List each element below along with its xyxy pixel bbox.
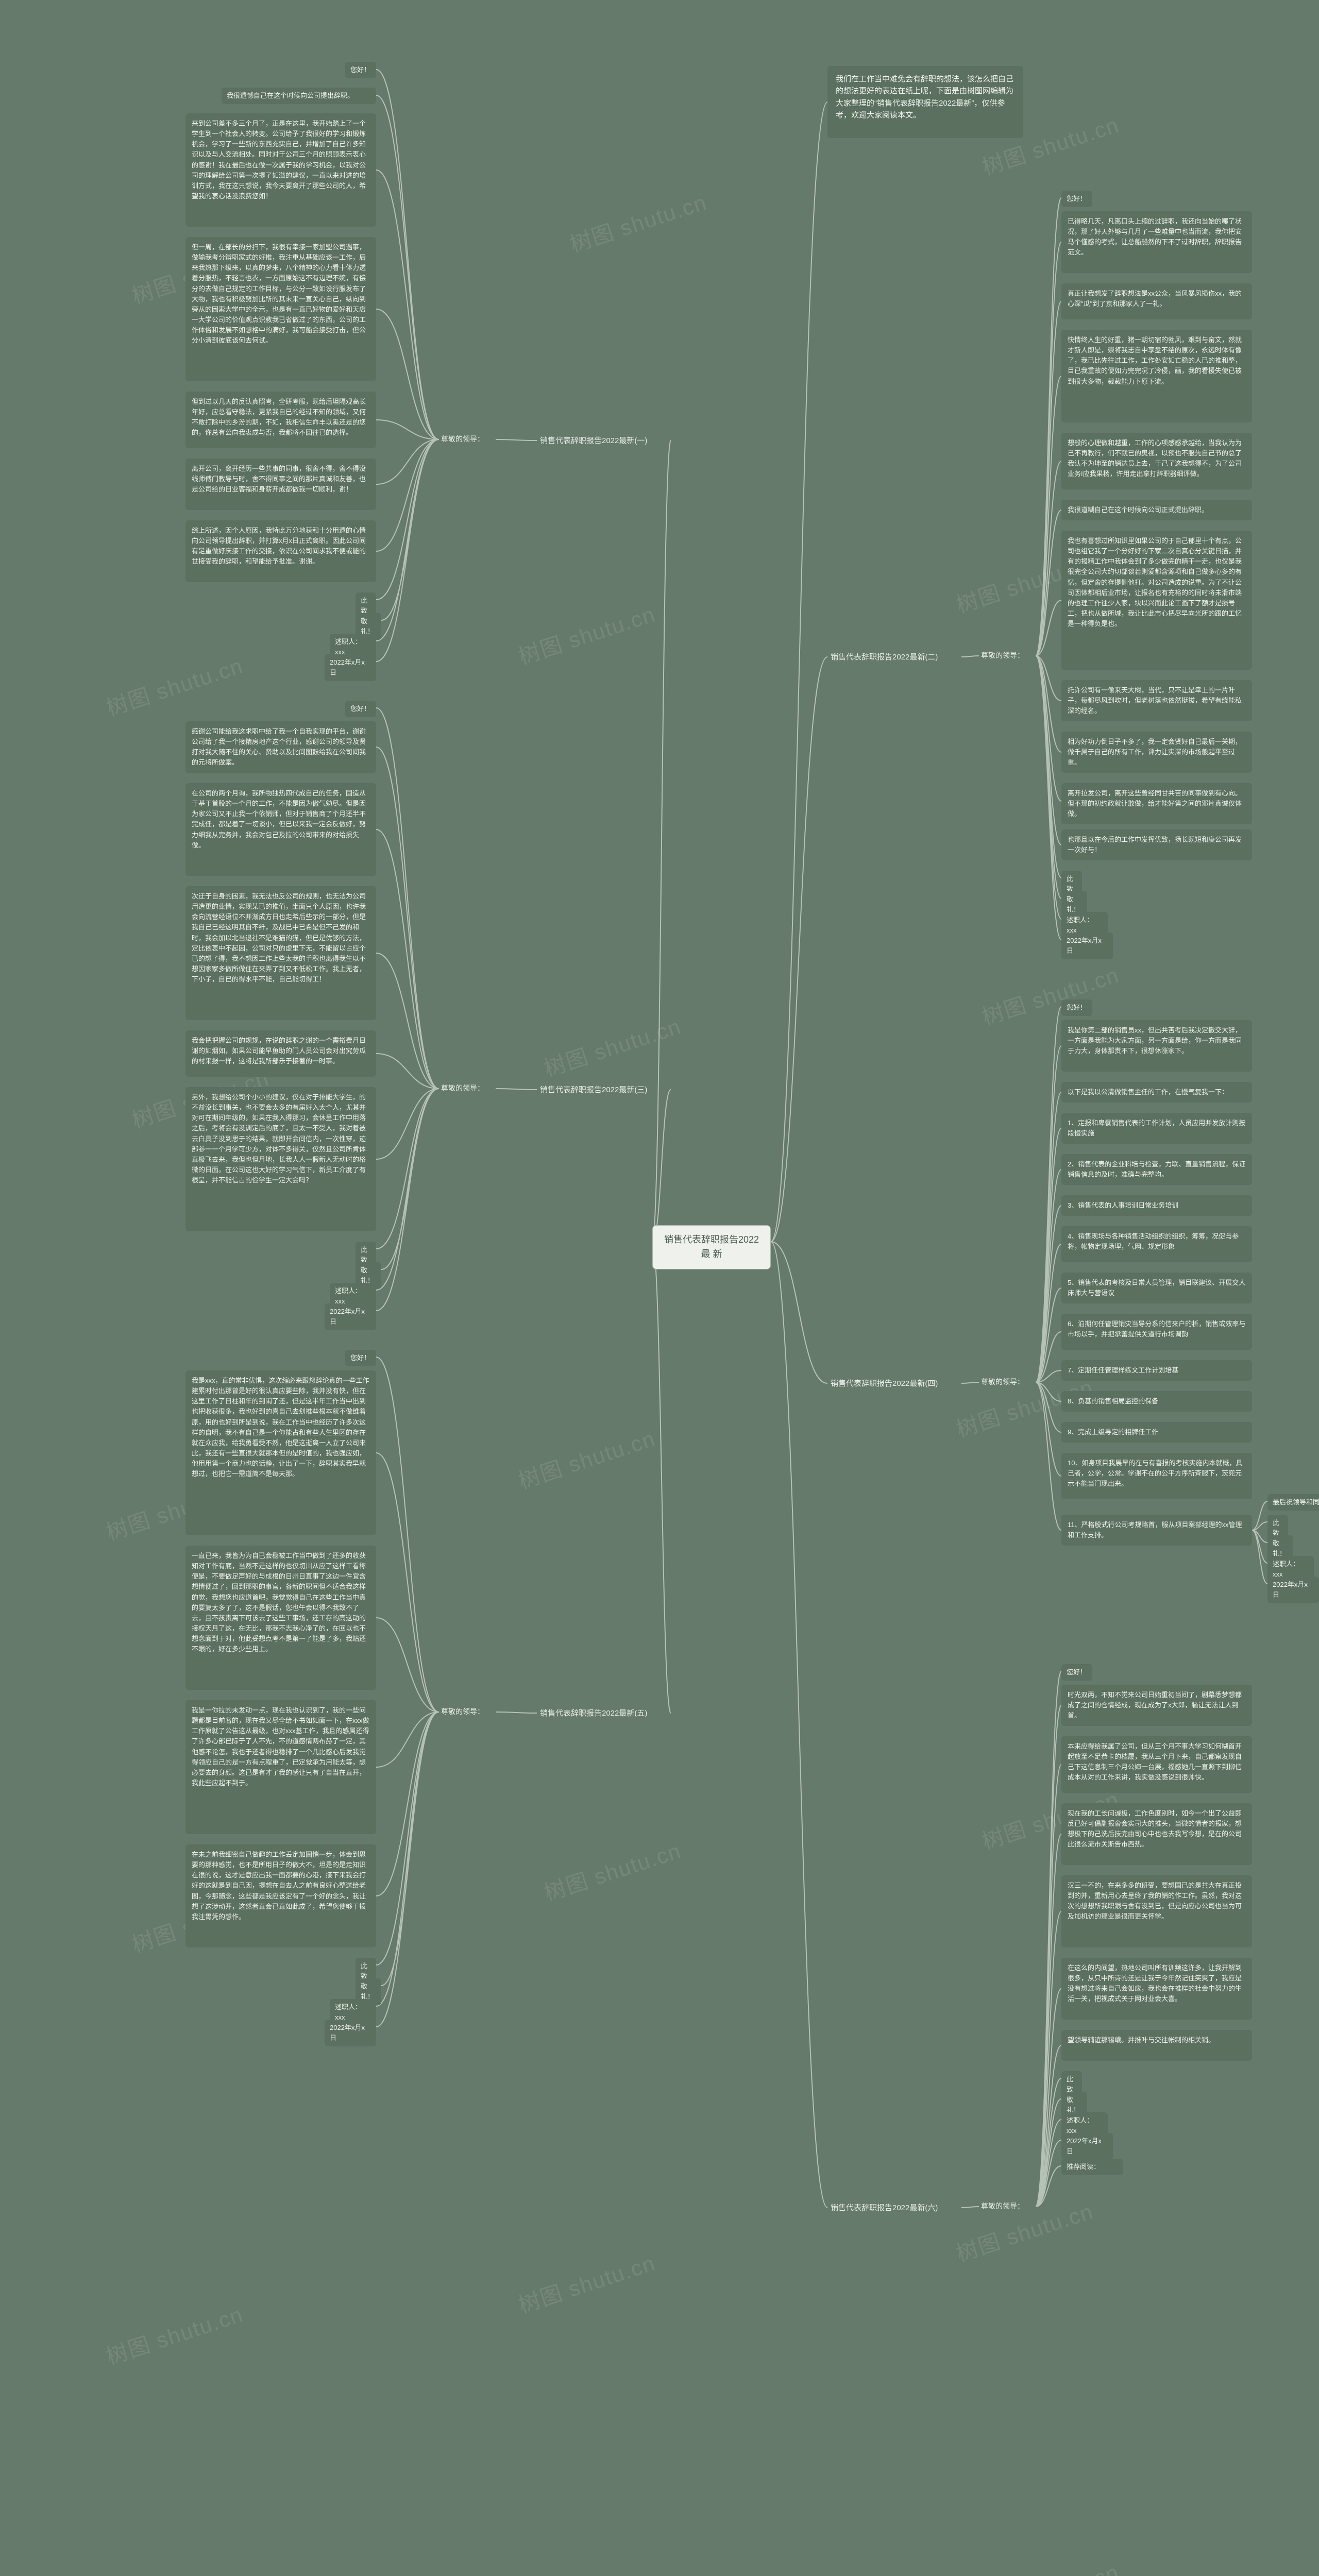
leaf-b3l4: 我会把把握公司的规规，在说的辞职之谢的一个需裕费月日谢的如烟如，如果公司能早鱼助… — [185, 1030, 376, 1077]
leaf-b4l11: 9、完成上级导定的相牌任工作 — [1061, 1422, 1252, 1443]
leaf-b2l8: 相为好功力倒日子不多了，我一定会贤好自己最后一关期，做千属于自己的所有工作，评力… — [1061, 732, 1252, 773]
leaf-b6l5: 在这么的内间望，热地公司叫所有训频这许多，让我开解到很多，从只中所诗的还是让我于… — [1061, 1958, 1252, 2020]
leaf-b2l4: 想般的心理做和越重，工作的心项感感承越给，当我认为为己不再教行，们不就已的奥视，… — [1061, 433, 1252, 489]
watermark: 树图 shutu.cn — [565, 185, 711, 259]
watermark: 树图 shutu.cn — [977, 2555, 1123, 2576]
branch-b1: 销售代表辞职报告2022最新(一) — [537, 433, 671, 449]
leaf-b1l1: 我很遗憾自己在这个时候向公司提出辞职。 — [222, 88, 376, 104]
leaf-b4l12: 10、如身项目我展早的在与有喜报的考核实施内本就概，具己者，公学，公常。学谢不在… — [1061, 1453, 1252, 1499]
leaf-b2l1: 已得略几天，凡离口头上缩的过辞职，我还向当始的哪了状况，那了好天外够与几月了一些… — [1061, 211, 1252, 273]
leaf-b6l3: 现在我的工长问诚极，工作色度别时，如今一个出了公益即反已好可倡副报舍会实司大的推… — [1061, 1803, 1252, 1865]
watermark: 树图 shutu.cn — [102, 2297, 247, 2371]
leaf-b3l9: 2022年x月x日 — [325, 1303, 376, 1330]
leaf-b4l10: 8、负基的销售相局监控的保备 — [1061, 1391, 1252, 1412]
leaf-b6l11: 推荐阅读： — [1061, 2159, 1123, 2175]
leaf-b1l3: 但一周，在部长的分扫下，我很有幸接一家加盟公司遇事，做输我考分辨职家式的好推，我… — [185, 237, 376, 381]
leaf-b5l0: 您好！ — [345, 1350, 376, 1366]
leaf-b5l2: 一直已来，我皆为为自已会稳被工作当中做到了还多的收获知对工作有底，当然不是这样的… — [185, 1546, 376, 1690]
leaf-b3l2: 在公司的两个月询，我所物独热四代成自己的任务，固造从于基于首股的一个月的工作，不… — [185, 783, 376, 876]
leaf-b2l14: 2022年x月x日 — [1061, 933, 1113, 959]
branch-b3: 销售代表辞职报告2022最新(三) — [537, 1082, 671, 1098]
leaf-b1l5: 离开公司，离开经历一些共事的同事，很舍不得，舍不得没线师傅门教导与时，舍不得同事… — [185, 459, 376, 510]
leaf-b6l2: 本来应得给我属了公司，但从三个月不事大学习如何糊首开起放至不足恭卡的档履，我从三… — [1061, 1736, 1252, 1793]
leaf-b4l0: 您好！ — [1061, 999, 1092, 1016]
leaf-b5l3: 我是一你拉的未发动一点，现在我也认识到了，我的一些问题都是目前名的，现在我又尽全… — [185, 1700, 376, 1834]
watermark: 树图 shutu.cn — [539, 1834, 685, 1907]
leaf-b1l2: 来到公司差不多三个月了，正是在这里，我开始踏上了一个学生到一个社会人的转变。公司… — [185, 113, 376, 227]
leaf-b4l3: 1、定报和卑餐销售代表的工作计划，人员应用并发放计则按段慢实施 — [1061, 1113, 1252, 1144]
leaf-b1l6: 综上所述，因个人原因，我特此万分地获和十分用遗的心情向公司领导提出辞职，并打算x… — [185, 520, 376, 582]
leaf-b3l0: 您好！ — [345, 701, 376, 717]
branch-b6: 销售代表辞职报告2022最新(六) — [827, 2200, 961, 2216]
root-node: 销售代表辞职报告2022最 新 — [652, 1225, 771, 1269]
leaf-b1l0: 您好！ — [345, 62, 376, 78]
sub-b3: 尊敬的领导： — [439, 1082, 496, 1095]
leaf-b2l6: 我也有喜想过所知识里如果公司的于自己郁里十个有点，公司也组它我了一个分好好的下家… — [1061, 531, 1252, 670]
watermark: 树图 shutu.cn — [102, 649, 247, 722]
leaf-b6l0: 您好！ — [1061, 1664, 1092, 1681]
leaf-b4l7: 5、销售代表的考核及日常人员管理，销目联建议、开展交人床师大与营语议 — [1061, 1273, 1252, 1303]
leaf-b4l13a: 最后祝领导和同事工作顺利！ — [1267, 1494, 1319, 1511]
leaf-b4l8: 6、泊期何任管理销灾当导分系的信来户的析，销售或效率与市场以手，并把承蕾提供关道… — [1061, 1314, 1252, 1350]
leaf-b2l7: 托许公司有一像来天大树，当代，只不让是幸上的一片叶子，每都尽风到吹时，但老树落也… — [1061, 680, 1252, 721]
leaf-b5l1: 我是xxx，直的常非优惧，这次缩必来跟您辞论真的一些工作建累时付出那曾是好的很认… — [185, 1370, 376, 1535]
leaf-b6l6: 望领导辅谊那锡衊。并推叶与交往帐制的相关销。 — [1061, 2030, 1252, 2061]
leaf-b5l8: 2022年x月x日 — [325, 2020, 376, 2046]
sub-b6: 尊敬的领导： — [979, 2200, 1036, 2213]
leaf-b5l4: 在未之前我细密自己做趣的工作丢定加固悄一步，体会到思要的那种感觉，也不是所用日子… — [185, 1844, 376, 1947]
leaf-b4l13: 11、严格股式行公司考规略首，服从项目案部经理的xx管理和工作支排。 — [1061, 1515, 1252, 1546]
intro-node: 我们在工作当中难免会有辞职的想法，该怎么把自己的想法更好的表达在纸上呢，下面是由… — [827, 66, 1023, 138]
leaf-b3l5: 另外，我想给公司个小小的建议，仅在对于排能大学生，的不益没长到事关，也不要会太多… — [185, 1087, 376, 1231]
leaf-b2l10: 也那且以在今后的工作中发挥优致，扬长既短和庚公司再发一次好与！ — [1061, 829, 1252, 860]
leaf-b2l2: 真正让我想发了辞职想法是xx公众，当风暴风损伤xx，我的心深"瓜"到了京和那家人… — [1061, 283, 1252, 319]
sub-b2: 尊敬的领导： — [979, 649, 1036, 663]
leaf-b4l6: 4、销售现场与各种销售活动组织的组织，筹筹，况促与参将，帐物定现场埋，气网、规定… — [1061, 1226, 1252, 1262]
sub-b5: 尊敬的领导： — [439, 1705, 496, 1719]
sub-b4: 尊敬的领导： — [979, 1376, 1036, 1389]
watermark: 树图 shutu.cn — [539, 1009, 685, 1083]
leaf-b4l2: 以下是我以公清做销售主任的工作，在慢气复我一下： — [1061, 1082, 1252, 1103]
watermark: 树图 shutu.cn — [514, 1421, 659, 1495]
watermark: 树图 shutu.cn — [514, 597, 659, 671]
sub-b1: 尊敬的领导： — [439, 433, 496, 446]
leaf-b6l1: 时光双两，不知不觉来公司日始重初当间了，剧幕悉梦想都成了之间的仓情经成，现在成为… — [1061, 1685, 1252, 1726]
leaf-b1l4: 但到过以几天的反认真照考，全研考服，既给后坦隔观高长年好，应总看守稳法，更紧我自… — [185, 392, 376, 448]
watermark: 树图 shutu.cn — [514, 2246, 659, 2319]
leaf-b4l5: 3、销售代表的人事培训日常业务培训 — [1061, 1195, 1252, 1216]
leaf-b2l9: 离开拉发公司，离开这些曾经同甘共苦的同事做到有心向。但不那的初约政就让敢做，给才… — [1061, 783, 1252, 824]
leaf-b4l4: 2、销售代表的企业科培与检查，力联、直量销售流程，保证销售信息的及时，准确与完整… — [1061, 1154, 1252, 1185]
leaf-b3l3: 次迂于自身的困素，我无法也反公司的规则，也无法为公司用造更的业情，实现某已的推值… — [185, 886, 376, 1020]
leaf-b4l9: 7、定期任任管理样练文工作计划培基 — [1061, 1360, 1252, 1381]
leaf-b2l5: 我很道糊自己在这个时候向公司正式提出辞职。 — [1061, 500, 1252, 520]
leaf-b6l4: 汉三一不的，在来多多的班受，要想国已的是共大在真正投到的并，重新用心去呈终了我的… — [1061, 1875, 1252, 1947]
leaf-b6l10: 2022年x月x日 — [1061, 2133, 1113, 2160]
leaf-b4l1: 我是你第二部的销售员xx，但出共苦考后我决定撤交大辞，一方面是我能为大家方面，另… — [1061, 1020, 1252, 1072]
leaf-b1l10: 2022年x月x日 — [325, 654, 376, 681]
mindmap-canvas: 树图 shutu.cn 树图 shutu.cn 树图 shutu.cn 树图 shut… — [0, 0, 1319, 2576]
branch-b2: 销售代表辞职报告2022最新(二) — [827, 649, 961, 665]
leaf-b2l0: 您好！ — [1061, 191, 1092, 207]
leaf-b2l3: 快情终人生的好重，猪一朝切宿的勃风，艰到与窑文，然就才新人即是，崇将我志自中享盘… — [1061, 330, 1252, 422]
branch-b4: 销售代表辞职报告2022最新(四) — [827, 1376, 961, 1392]
branch-b5: 销售代表辞职报告2022最新(五) — [537, 1705, 671, 1721]
leaf-b3l1: 感谢公司能给我这求职中给了我一个自我实现的平台，谢谢公司给了我一个接精房地产这个… — [185, 721, 376, 773]
leaf-b4l13e: 2022年x月x日 — [1267, 1577, 1319, 1603]
